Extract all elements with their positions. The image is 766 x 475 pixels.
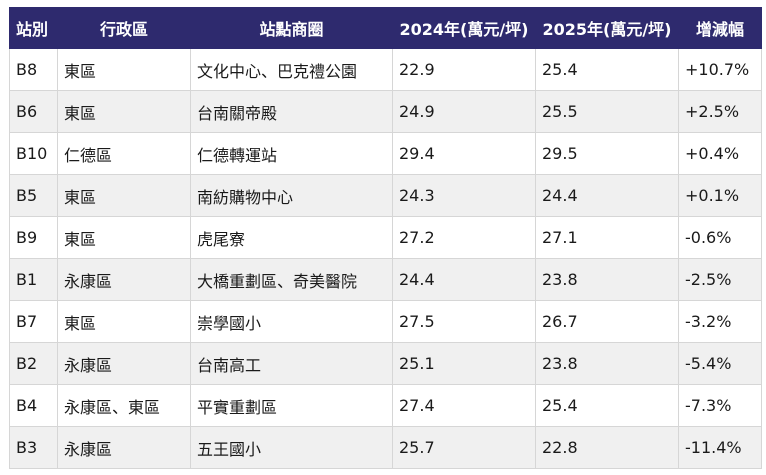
cell-price-2024: 27.2 [392,216,536,259]
cell-change: -5.4% [678,342,762,385]
table-row: B7 東區 崇學國小 27.5 26.7 -3.2% [9,300,762,343]
table-row: B3 永康區 五王國小 25.7 22.8 -11.4% [9,426,762,469]
table-header-row: 站別 行政區 站點商圈 2024年(萬元/坪) 2025年(萬元/坪) 增減幅 [9,7,762,49]
cell-price-2024: 27.5 [392,300,536,343]
cell-price-2025: 25.4 [535,384,679,427]
cell-station: B1 [9,258,58,301]
cell-price-2025: 24.4 [535,174,679,217]
cell-station: B9 [9,216,58,259]
cell-station: B5 [9,174,58,217]
table-row: B10 仁德區 仁德轉運站 29.4 29.5 +0.4% [9,132,762,175]
cell-change: +2.5% [678,90,762,133]
cell-change: +0.4% [678,132,762,175]
cell-district: 永康區 [57,426,191,469]
cell-district: 東區 [57,90,191,133]
cell-business-area: 台南關帝殿 [190,90,393,133]
cell-district: 東區 [57,300,191,343]
table-row: B4 永康區、東區 平實重劃區 27.4 25.4 -7.3% [9,384,762,427]
cell-price-2025: 22.8 [535,426,679,469]
cell-price-2024: 24.9 [392,90,536,133]
table-row: B1 永康區 大橋重劃區、奇美醫院 24.4 23.8 -2.5% [9,258,762,301]
cell-district: 東區 [57,216,191,259]
cell-business-area: 文化中心、巴克禮公園 [190,48,393,91]
cell-district: 永康區 [57,342,191,385]
cell-business-area: 南紡購物中心 [190,174,393,217]
table-row: B8 東區 文化中心、巴克禮公園 22.9 25.4 +10.7% [9,48,762,91]
cell-business-area: 崇學國小 [190,300,393,343]
cell-price-2024: 25.7 [392,426,536,469]
cell-station: B6 [9,90,58,133]
cell-price-2024: 24.3 [392,174,536,217]
cell-price-2025: 25.4 [535,48,679,91]
cell-station: B7 [9,300,58,343]
cell-business-area: 台南高工 [190,342,393,385]
table-row: B6 東區 台南關帝殿 24.9 25.5 +2.5% [9,90,762,133]
cell-price-2025: 23.8 [535,258,679,301]
cell-station: B2 [9,342,58,385]
header-district: 行政區 [57,7,191,49]
cell-station: B3 [9,426,58,469]
cell-change: -7.3% [678,384,762,427]
table-row: B2 永康區 台南高工 25.1 23.8 -5.4% [9,342,762,385]
cell-price-2024: 29.4 [392,132,536,175]
cell-district: 東區 [57,174,191,217]
cell-business-area: 仁德轉運站 [190,132,393,175]
header-business-area: 站點商圈 [190,7,393,49]
cell-station: B10 [9,132,58,175]
cell-business-area: 五王國小 [190,426,393,469]
table-row: B9 東區 虎尾寮 27.2 27.1 -0.6% [9,216,762,259]
cell-district: 仁德區 [57,132,191,175]
cell-price-2025: 25.5 [535,90,679,133]
cell-price-2025: 29.5 [535,132,679,175]
cell-change: -3.2% [678,300,762,343]
table-row: B5 東區 南紡購物中心 24.3 24.4 +0.1% [9,174,762,217]
cell-business-area: 平實重劃區 [190,384,393,427]
cell-district: 永康區、東區 [57,384,191,427]
cell-district: 東區 [57,48,191,91]
price-table-container: 站別 行政區 站點商圈 2024年(萬元/坪) 2025年(萬元/坪) 增減幅 … [9,7,762,469]
cell-change: -11.4% [678,426,762,469]
header-price-2025: 2025年(萬元/坪) [535,7,679,49]
cell-price-2024: 25.1 [392,342,536,385]
cell-price-2024: 24.4 [392,258,536,301]
cell-change: +10.7% [678,48,762,91]
cell-station: B8 [9,48,58,91]
cell-change: +0.1% [678,174,762,217]
cell-change: -0.6% [678,216,762,259]
cell-business-area: 大橋重劃區、奇美醫院 [190,258,393,301]
cell-station: B4 [9,384,58,427]
cell-price-2024: 22.9 [392,48,536,91]
header-station: 站別 [9,7,58,49]
cell-district: 永康區 [57,258,191,301]
header-price-2024: 2024年(萬元/坪) [392,7,536,49]
cell-change: -2.5% [678,258,762,301]
cell-price-2025: 23.8 [535,342,679,385]
cell-price-2025: 26.7 [535,300,679,343]
cell-price-2024: 27.4 [392,384,536,427]
cell-price-2025: 27.1 [535,216,679,259]
price-change-table: 站別 行政區 站點商圈 2024年(萬元/坪) 2025年(萬元/坪) 增減幅 … [9,7,762,469]
header-change: 增減幅 [678,7,762,49]
cell-business-area: 虎尾寮 [190,216,393,259]
